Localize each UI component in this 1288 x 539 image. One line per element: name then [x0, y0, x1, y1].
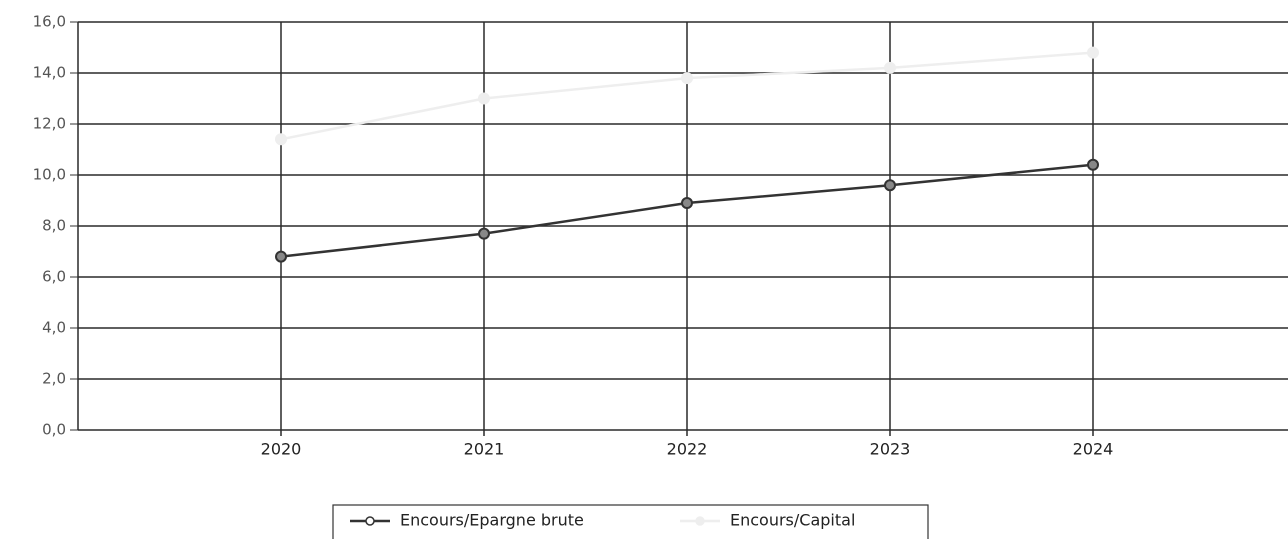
legend-label: Encours/Capital [730, 511, 855, 530]
x-tick-label: 2023 [870, 440, 911, 459]
legend-swatch-marker [365, 516, 375, 526]
y-tick-label: 0,0 [42, 421, 66, 439]
x-tick-label: 2024 [1073, 440, 1114, 459]
data-point [275, 250, 287, 263]
data-point [681, 197, 693, 210]
data-point [478, 92, 490, 105]
x-tick-label: 2022 [667, 440, 708, 459]
y-tick-label: 16,0 [33, 13, 66, 31]
y-tick-label: 14,0 [33, 64, 66, 82]
legend-label: Encours/Epargne brute [400, 511, 584, 530]
y-tick-label: 10,0 [33, 166, 66, 184]
legend-box [332, 504, 929, 539]
data-point [478, 227, 490, 240]
y-tick-label: 12,0 [33, 115, 66, 133]
legend: Encours/Epargne brute Encours/Capital [332, 504, 929, 539]
y-tick-label: 8,0 [42, 217, 66, 235]
data-point [1087, 158, 1099, 171]
x-tick-label: 2021 [464, 440, 505, 459]
data-point [884, 61, 896, 74]
legend-swatch-marker [695, 516, 705, 526]
x-tick-label: 2020 [261, 440, 302, 459]
data-point [275, 133, 287, 146]
y-tick-label: 2,0 [42, 370, 66, 388]
y-tick-label: 6,0 [42, 268, 66, 286]
y-tick-label: 4,0 [42, 319, 66, 337]
data-point [884, 179, 896, 192]
data-point [681, 72, 693, 85]
data-point [1087, 46, 1099, 59]
